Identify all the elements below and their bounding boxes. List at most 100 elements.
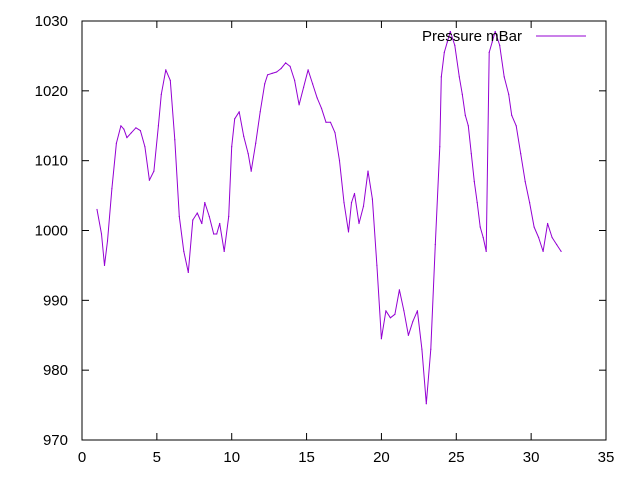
data-point [329, 121, 332, 123]
data-point [376, 264, 378, 266]
data-point [96, 208, 98, 211]
data-point [338, 160, 341, 162]
data-point [165, 69, 167, 71]
data-point [371, 198, 373, 200]
data-point [271, 72, 273, 74]
data-point [231, 146, 233, 148]
data-point [250, 170, 252, 172]
data-point [403, 310, 405, 312]
series-layer [96, 30, 562, 405]
legend-label-pressure: Pressure mBar [422, 28, 522, 45]
data-point [238, 111, 240, 113]
data-point [276, 71, 278, 73]
data-point [350, 202, 353, 204]
data-point [353, 192, 356, 195]
x-tick-label-6: 30 [523, 449, 540, 466]
data-point [160, 93, 162, 95]
x-tick-label-3: 15 [298, 449, 315, 466]
data-point [430, 348, 432, 350]
data-point [407, 334, 409, 336]
data-point [106, 240, 109, 242]
data-point [470, 153, 472, 155]
data-point [479, 226, 481, 228]
data-point [529, 202, 531, 204]
data-point [524, 181, 526, 183]
data-point [538, 236, 540, 239]
data-point [298, 104, 300, 106]
data-point [264, 83, 266, 85]
data-point [461, 93, 463, 95]
y-tick-label-6: 1030 [35, 13, 68, 30]
x-tick-label-4: 20 [373, 449, 390, 466]
y-tick-label-4: 1010 [35, 153, 68, 170]
data-point [412, 320, 414, 322]
data-point [560, 250, 562, 252]
data-point [243, 135, 245, 137]
data-point [362, 205, 365, 207]
data-point [464, 114, 466, 116]
data-point [120, 125, 122, 127]
data-point [294, 79, 296, 81]
data-point [434, 243, 436, 246]
y-tick-label-0: 970 [43, 432, 68, 449]
data-point [389, 317, 391, 319]
data-point [219, 222, 221, 225]
data-point [380, 338, 382, 340]
data-point [476, 202, 478, 204]
data-point [192, 219, 194, 221]
data-point [439, 146, 441, 148]
data-point [213, 233, 215, 235]
data-point [126, 137, 128, 139]
data-point [280, 67, 282, 70]
data-point [267, 74, 269, 76]
data-point [499, 44, 501, 47]
data-point [178, 215, 180, 218]
data-point [135, 127, 137, 129]
data-point [454, 44, 456, 47]
data-point [204, 202, 206, 204]
data-point [421, 348, 423, 350]
data-point [547, 222, 549, 225]
data-point [223, 250, 225, 252]
data-point [139, 130, 141, 132]
data-point [467, 125, 469, 127]
data-point [285, 62, 287, 64]
plot-border [81, 20, 607, 441]
data-point [259, 111, 261, 113]
data-point [503, 76, 505, 78]
data-point [343, 202, 345, 204]
data-point [174, 139, 176, 141]
data-point [425, 403, 427, 405]
y-tick-label-5: 1020 [35, 83, 68, 100]
data-point [508, 93, 510, 95]
data-point [334, 132, 336, 134]
data-point [100, 233, 103, 235]
data-point [446, 41, 448, 43]
data-point [347, 231, 350, 233]
data-point [115, 142, 117, 144]
legend: Pressure mBar [422, 28, 586, 45]
data-point [196, 212, 198, 214]
data-point [148, 179, 150, 181]
data-point [473, 181, 475, 183]
data-point [187, 271, 189, 273]
axis-ticks [81, 20, 607, 441]
data-point [169, 79, 171, 81]
data-point [325, 121, 327, 123]
data-point [440, 76, 442, 78]
data-point [491, 41, 493, 43]
data-point [123, 128, 125, 130]
data-point [234, 118, 236, 120]
data-point [307, 69, 309, 71]
data-point [533, 226, 535, 228]
data-point [201, 222, 203, 225]
data-point [130, 132, 132, 134]
y-tick-label-2: 990 [43, 292, 68, 309]
data-point [228, 215, 230, 218]
data-point [542, 250, 544, 252]
x-tick-label-0: 0 [78, 449, 86, 466]
data-point [482, 236, 484, 239]
x-tick-label-5: 25 [448, 449, 465, 466]
axis-tick-labels: 0 5 10 15 20 25 30 35 970 980 990 1000 1010 1020 1030 [35, 13, 615, 466]
